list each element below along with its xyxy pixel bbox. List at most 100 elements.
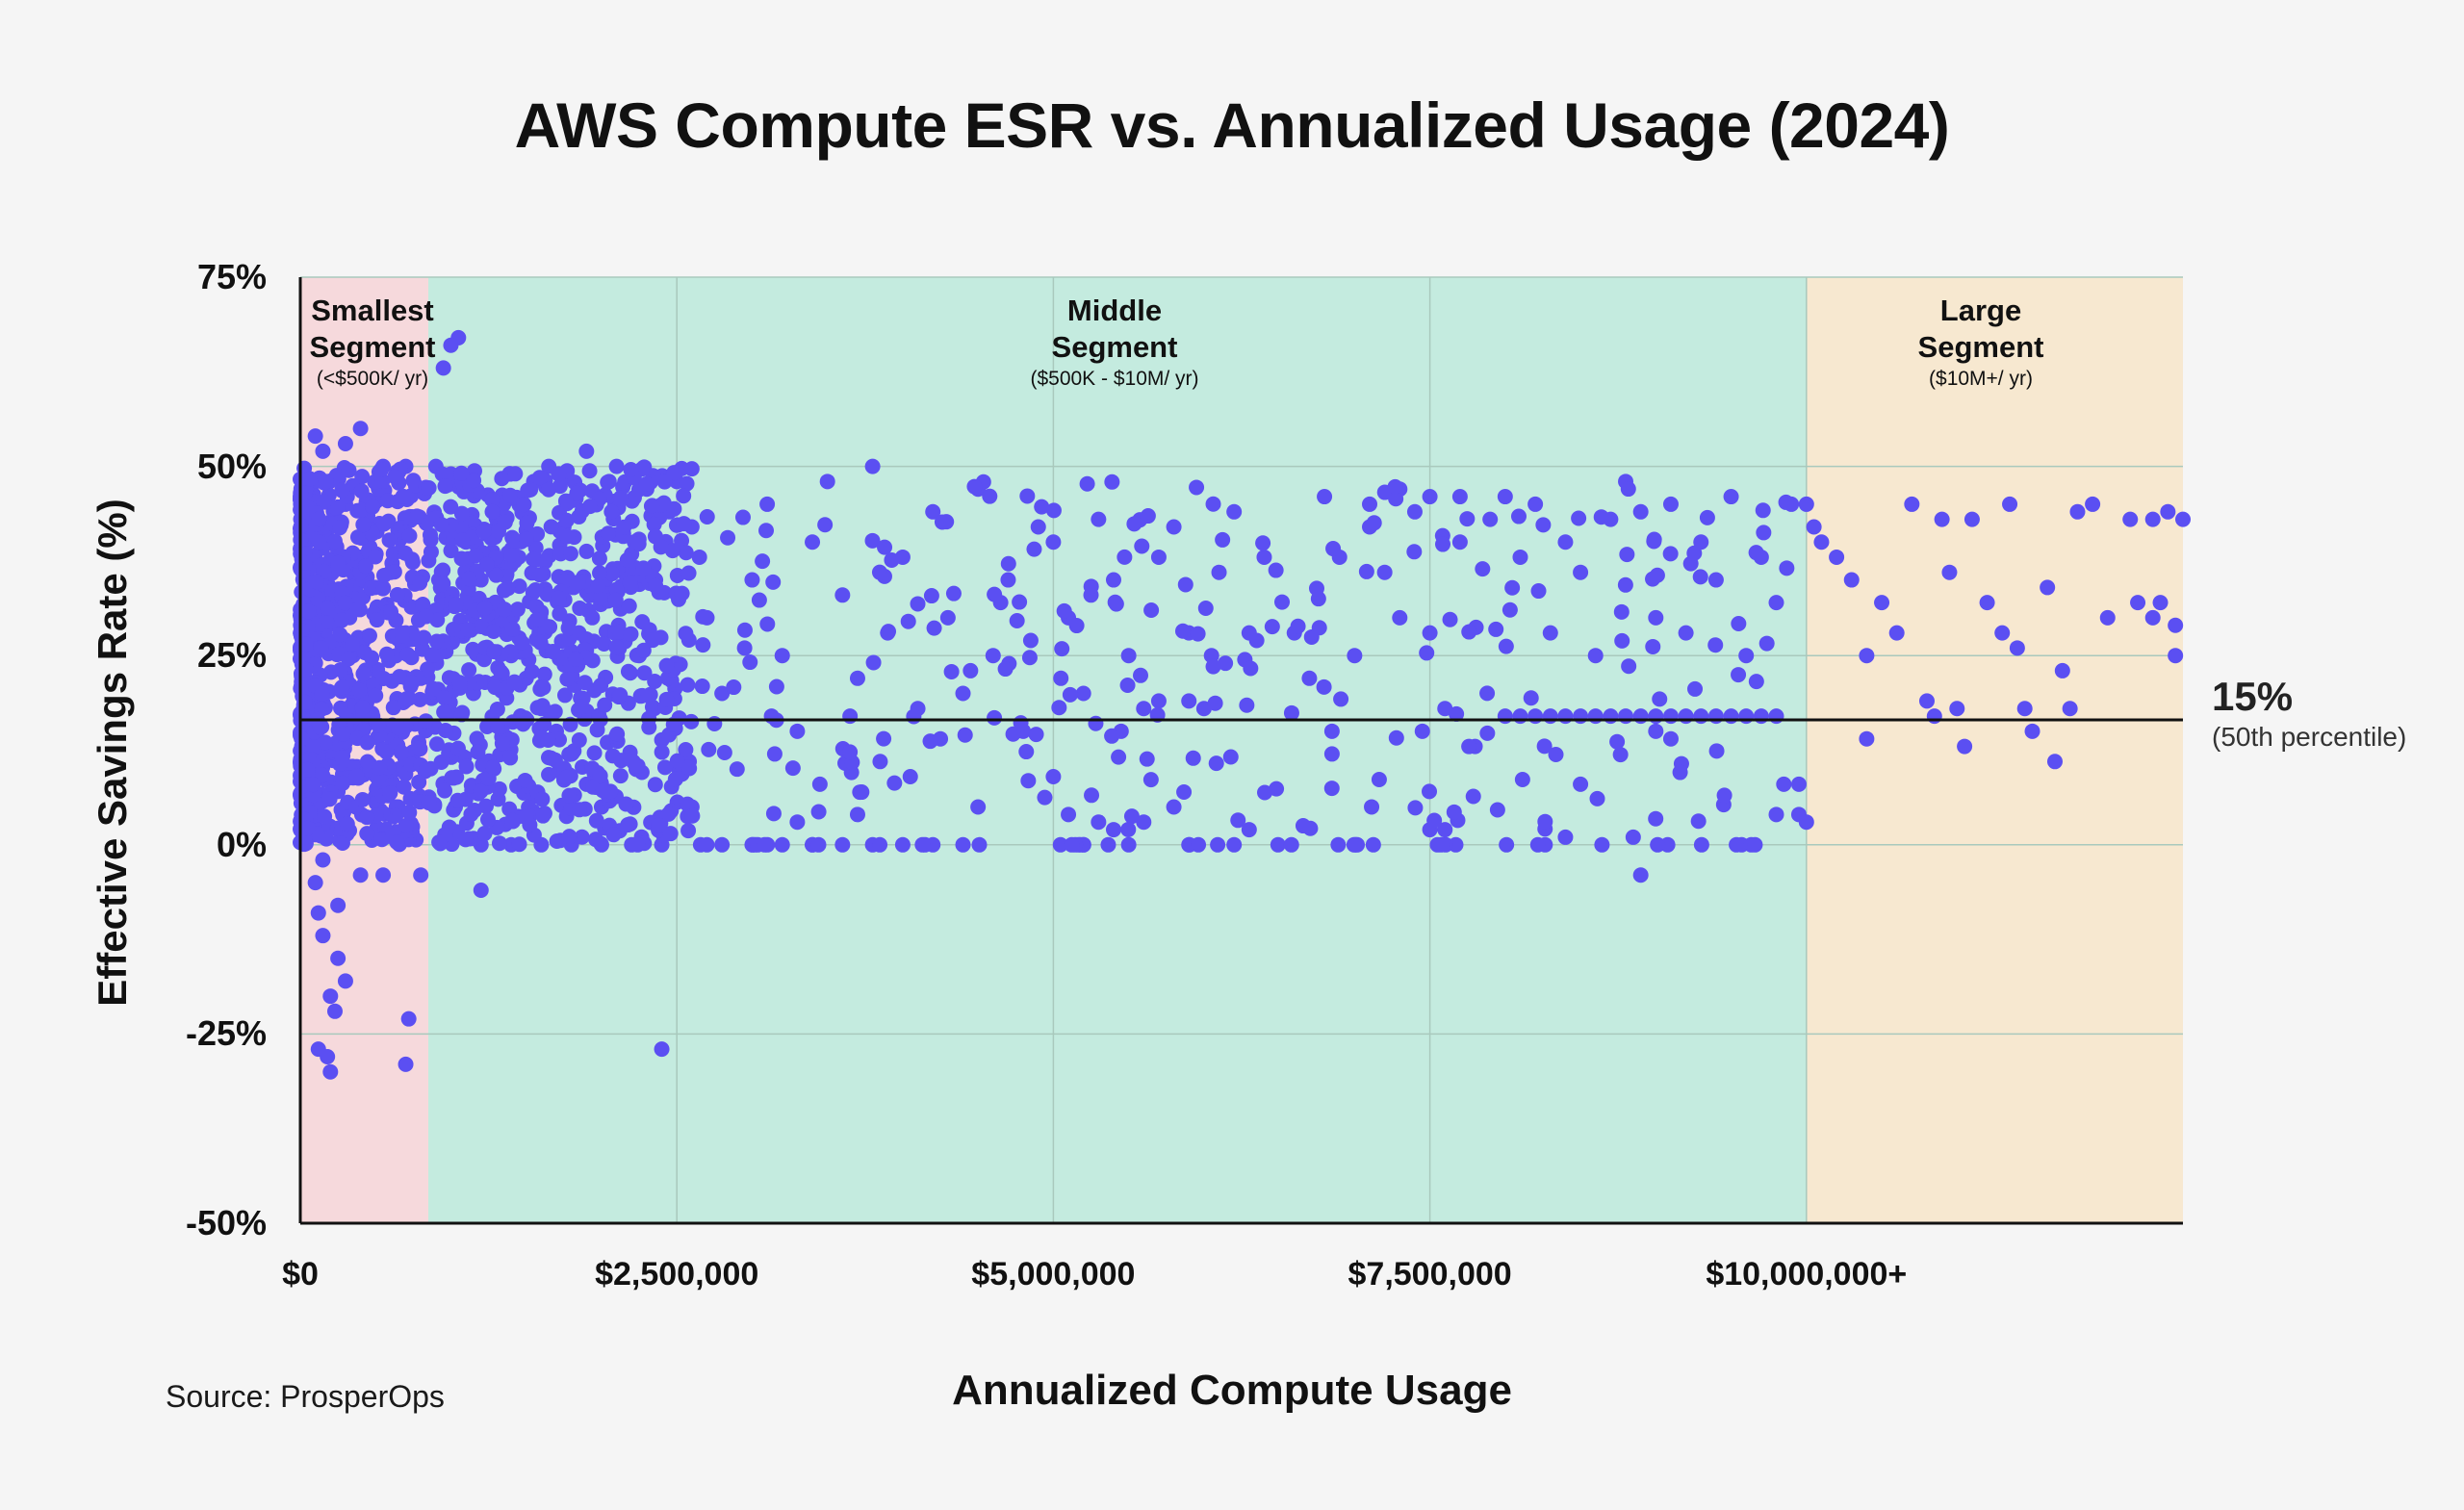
data-point <box>842 744 859 760</box>
data-point <box>962 662 979 678</box>
data-point <box>834 587 851 603</box>
data-point <box>466 473 482 489</box>
data-point <box>926 620 942 636</box>
data-point <box>1904 496 1920 512</box>
data-point <box>559 671 576 687</box>
data-point <box>1211 564 1227 580</box>
data-point <box>1949 701 1965 717</box>
y-tick-label: -50% <box>185 1203 267 1242</box>
data-point <box>742 654 758 671</box>
data-point <box>473 619 489 635</box>
data-point <box>460 622 476 638</box>
data-point <box>395 627 411 644</box>
data-point <box>435 576 451 592</box>
data-point <box>359 734 375 751</box>
data-point <box>311 511 327 527</box>
data-point <box>1514 771 1530 787</box>
data-point <box>1150 693 1167 709</box>
data-point <box>603 566 620 582</box>
data-point <box>518 531 534 548</box>
data-point <box>435 360 451 376</box>
data-point <box>1686 545 1703 561</box>
data-point <box>1009 612 1025 628</box>
data-point <box>404 554 421 571</box>
data-point <box>413 867 429 883</box>
data-point <box>640 687 656 704</box>
data-point <box>449 792 466 808</box>
segment-label-large: Large Segment ($10M+/ yr) <box>1909 293 2053 393</box>
data-point <box>331 520 347 536</box>
data-point <box>421 479 437 496</box>
data-point <box>1587 708 1604 725</box>
data-point <box>1461 624 1477 640</box>
data-point <box>353 483 370 499</box>
data-point <box>419 761 435 778</box>
data-point <box>2009 640 2025 656</box>
data-point <box>607 592 624 608</box>
data-point <box>1747 836 1763 853</box>
data-point <box>1707 572 1724 588</box>
data-point <box>1190 626 1206 642</box>
data-point <box>699 836 715 853</box>
data-point <box>479 811 496 828</box>
data-point <box>1020 773 1037 789</box>
data-point <box>540 481 556 498</box>
data-point <box>2016 701 2033 717</box>
data-point <box>1738 708 1755 725</box>
data-point <box>1316 678 1332 695</box>
data-point <box>493 663 509 679</box>
data-point <box>612 768 629 784</box>
data-point <box>476 826 493 842</box>
data-point <box>578 443 595 459</box>
data-point <box>334 750 350 766</box>
data-point <box>612 687 629 704</box>
data-point <box>651 817 667 833</box>
data-point <box>1918 693 1935 709</box>
data-point <box>378 646 395 662</box>
data-point <box>1888 625 1905 641</box>
y-tick-label: 0% <box>216 824 267 864</box>
data-point <box>1813 534 1830 550</box>
data-point <box>504 621 521 637</box>
data-point <box>307 428 323 445</box>
data-point <box>1422 625 1438 641</box>
data-point <box>679 475 695 492</box>
data-point <box>613 753 629 769</box>
chart-title: AWS Compute ESR vs. Annualized Usage (20… <box>514 90 1950 161</box>
data-point <box>348 768 365 784</box>
data-point <box>395 488 411 504</box>
data-point <box>1461 738 1477 755</box>
data-point <box>1523 690 1539 706</box>
data-point <box>910 596 926 612</box>
data-point <box>322 1063 339 1080</box>
data-point <box>527 582 544 599</box>
data-point <box>600 525 616 542</box>
data-point <box>596 635 612 652</box>
data-point <box>507 466 524 482</box>
data-point <box>1632 867 1649 883</box>
data-point <box>1527 708 1544 725</box>
data-point <box>297 636 314 653</box>
segment-range: ($10M+/ yr) <box>1929 368 2033 390</box>
data-point <box>1387 478 1403 495</box>
data-point <box>1026 541 1042 557</box>
data-point <box>1957 738 1973 755</box>
data-point <box>1100 836 1116 853</box>
data-point <box>2144 511 2161 527</box>
data-point <box>491 781 507 797</box>
data-point <box>1119 678 1136 694</box>
data-point <box>1330 836 1347 853</box>
data-point <box>488 567 504 583</box>
data-point <box>656 473 673 490</box>
data-point <box>552 605 568 622</box>
data-point <box>1364 799 1380 815</box>
data-point <box>304 736 321 753</box>
data-point <box>1030 519 1046 535</box>
data-point <box>389 587 405 603</box>
data-point <box>620 817 636 833</box>
data-point <box>334 482 350 499</box>
data-point <box>470 744 486 760</box>
data-point <box>400 1011 417 1027</box>
data-point <box>320 600 336 616</box>
data-point <box>375 867 392 883</box>
